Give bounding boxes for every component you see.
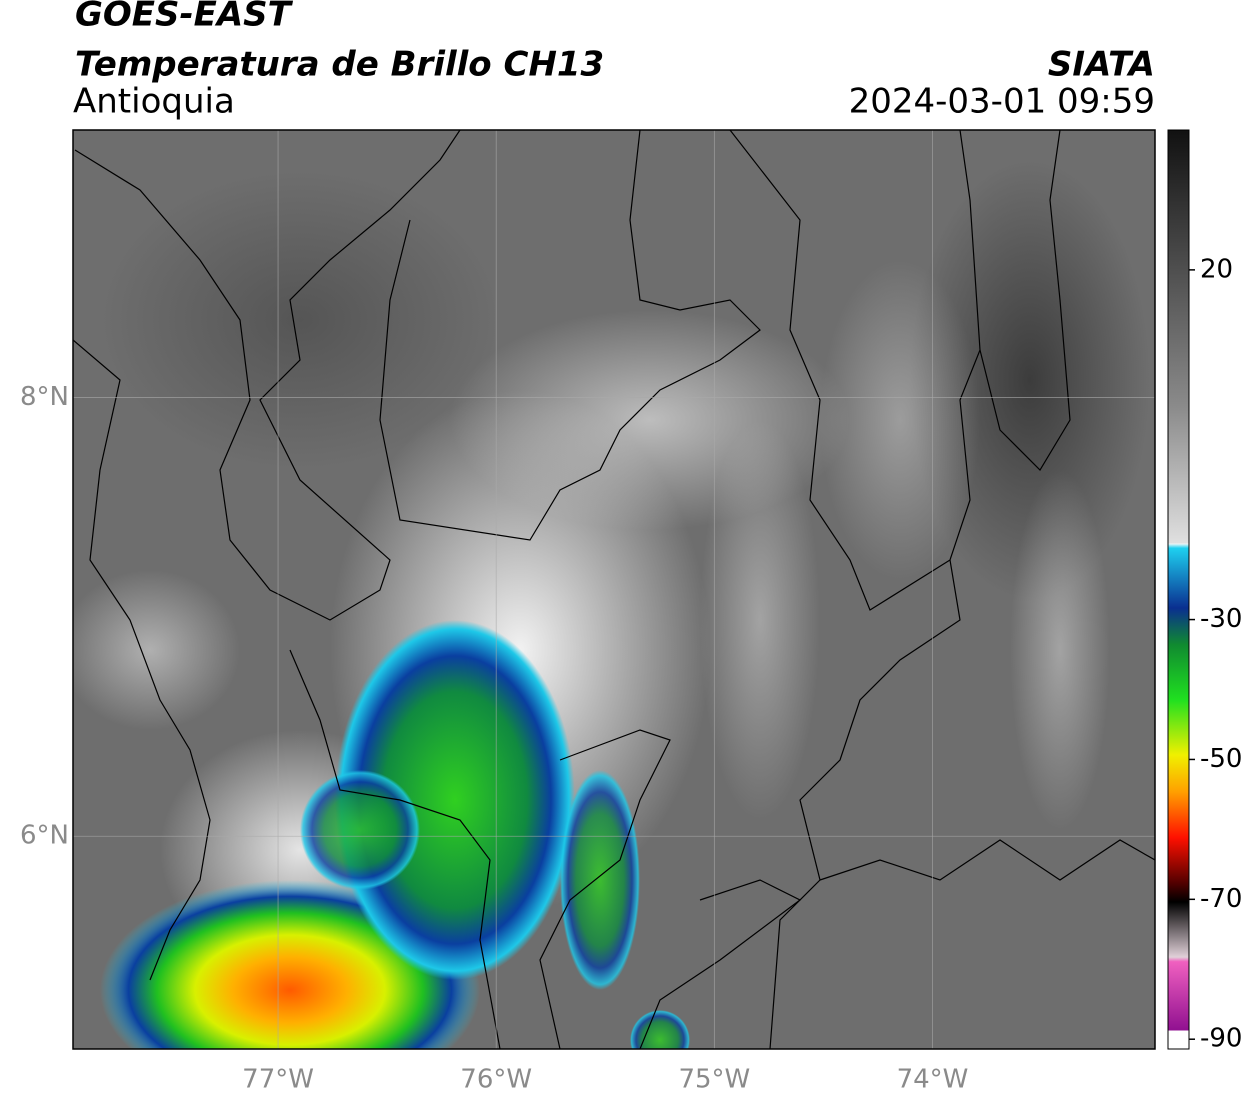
colorbar-tick-label: -70 (1200, 884, 1242, 914)
lon-tick-label: 76°W (460, 1065, 532, 1095)
lon-tick-label: 77°W (242, 1065, 314, 1095)
datetime: 2024-03-01 09:59 (849, 82, 1155, 122)
source: SIATA (1048, 45, 1155, 85)
lon-tick-label: 74°W (897, 1065, 969, 1095)
graticule (73, 130, 1155, 1049)
map-frame (72, 129, 1156, 1050)
lon-tick-label: 75°W (678, 1065, 750, 1095)
colorbar-tick-label: -90 (1200, 1024, 1242, 1054)
colorbar-tick-label: -50 (1200, 744, 1242, 774)
colorbar-tick-label: -30 (1200, 604, 1242, 634)
colorbar-tick-label: 20 (1200, 254, 1233, 284)
title: GOES-EAST (75, 0, 294, 35)
region: Antioquia (73, 82, 235, 122)
lat-tick-label: 8°N (20, 382, 69, 412)
colorbar (1167, 129, 1190, 1050)
satellite-image (73, 130, 1155, 1049)
subtitle: Temperatura de Brillo CH13 (75, 45, 604, 85)
lat-tick-label: 6°N (20, 821, 69, 851)
